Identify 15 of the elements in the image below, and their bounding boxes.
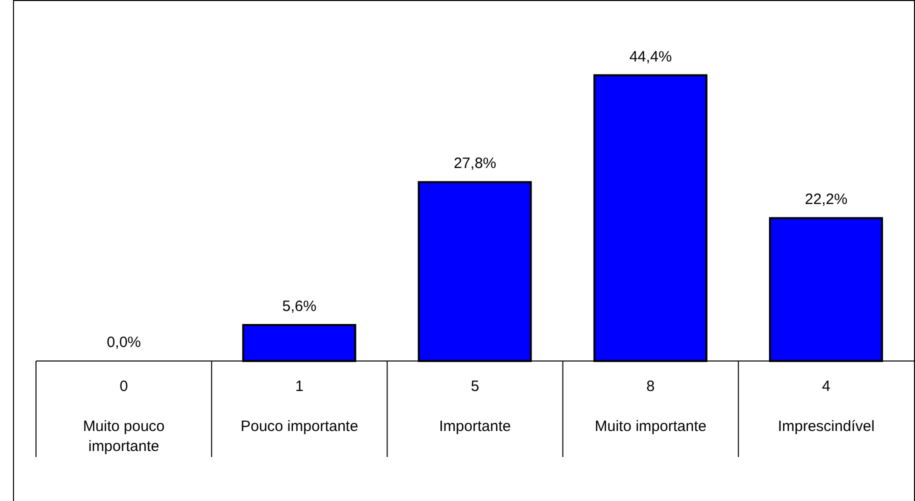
data-label: 22,2% — [804, 191, 848, 208]
x-tick-label: Imprescindível — [778, 418, 875, 435]
data-label: 5,6% — [282, 298, 316, 315]
text: 0 — [120, 378, 128, 395]
text: 8 — [646, 378, 655, 395]
x-tick-label: Importante — [439, 418, 511, 435]
text: 1 — [295, 378, 304, 395]
data-label: 27,8% — [454, 155, 496, 172]
data-label: 44,4% — [629, 48, 672, 66]
x-tick-label: Muito importante — [594, 418, 706, 435]
x-tick-label: Muito pouco importante — [82, 418, 165, 455]
x-tick-label: Pouco importante — [240, 418, 358, 435]
text: 4 — [822, 378, 830, 395]
data-label: 0,0% — [106, 334, 141, 351]
text: 5 — [470, 378, 480, 395]
